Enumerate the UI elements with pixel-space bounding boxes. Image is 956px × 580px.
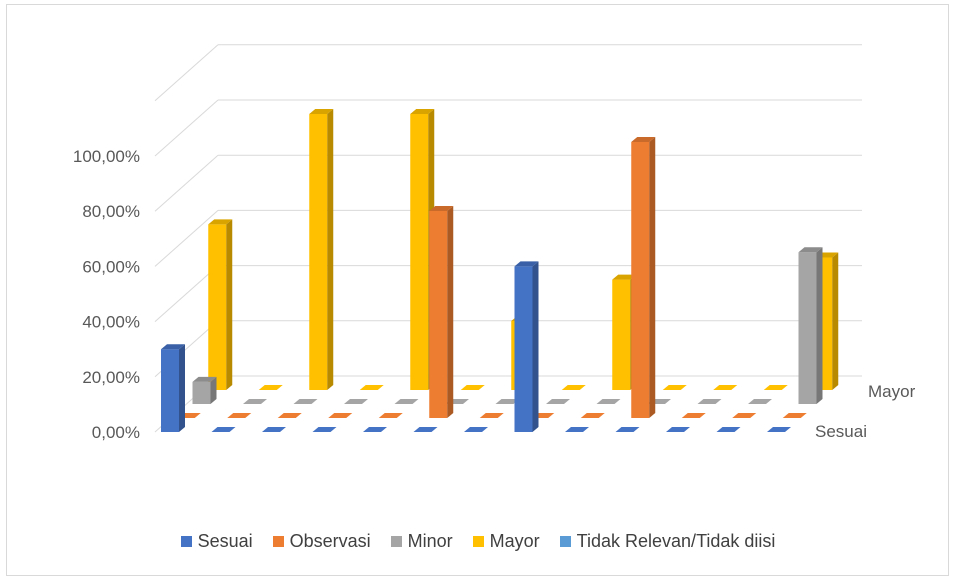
chart-plot: 0,00% 20,00% 40,00% 60,00% 80,00% 100,00% Sesu…	[73, 44, 916, 442]
bar-zero-sesuai	[615, 427, 640, 432]
bar-side	[816, 247, 823, 404]
bar-zero-sesuai	[716, 427, 741, 432]
bar-zero-observasi	[227, 413, 252, 418]
bar-zero-observasi	[681, 413, 706, 418]
bar-zero-sesuai	[211, 427, 236, 432]
bar-zero-minor	[546, 399, 570, 404]
gridline-side	[154, 44, 219, 102]
bar-zero-sesuai	[312, 427, 337, 432]
bar-zero-minor	[344, 399, 368, 404]
bar-top	[631, 137, 656, 142]
bar-zero-sesuai	[413, 427, 438, 432]
bar-top	[798, 247, 823, 253]
bar-top	[161, 344, 185, 350]
y-tick-label: 40,00%	[82, 313, 140, 332]
bar-side	[210, 376, 217, 404]
bar-top	[514, 261, 539, 267]
bar-side	[226, 219, 233, 390]
bar-mayor	[309, 114, 328, 390]
bar-mayor	[410, 114, 429, 390]
bar-zero-minor	[596, 399, 621, 404]
bar-side	[447, 206, 454, 418]
bar-zero-minor	[293, 399, 318, 404]
depth-label-mayor: Mayor	[868, 382, 916, 401]
legend-item: Observasi	[272, 531, 371, 552]
bar-zero-observasi	[277, 413, 302, 418]
y-tick-label: 80,00%	[82, 202, 140, 221]
legend-label: Minor	[407, 531, 453, 551]
bar-zero-observasi	[580, 413, 605, 418]
legend-item: Tidak Relevan/Tidak diisi	[559, 531, 776, 552]
bar-zero-sesuai	[363, 427, 387, 432]
bar-sesuai	[161, 349, 179, 432]
bar-mayor	[208, 224, 227, 390]
bar-zero-minor	[495, 399, 520, 404]
bar-side	[832, 252, 839, 390]
bar-zero-sesuai	[464, 427, 488, 432]
legend-label: Tidak Relevan/Tidak diisi	[576, 531, 776, 551]
bar-zero-minor	[748, 399, 772, 404]
bar-top	[410, 109, 435, 114]
y-tick-label: 20,00%	[82, 368, 140, 387]
bar-observasi	[429, 211, 448, 418]
bar-zero-mayor	[359, 385, 384, 390]
legend-item: Mayor	[472, 531, 540, 552]
bar-zero-observasi	[732, 413, 757, 418]
chart-legend: Sesuai Observasi Minor Mayor Tidak Relevan/T…	[0, 531, 956, 552]
y-tick-label: 100,00%	[73, 147, 140, 166]
legend-item: Minor	[390, 531, 453, 552]
legend-label: Sesuai	[197, 531, 253, 551]
bar-top	[429, 206, 454, 211]
bar-zero-mayor	[763, 385, 788, 390]
bar-zero-minor	[243, 399, 267, 404]
bar-zero-mayor	[561, 385, 586, 390]
bar-side	[327, 109, 334, 390]
bar-observasi	[631, 142, 650, 418]
bar-zero-observasi	[328, 413, 353, 418]
gridline-side	[154, 154, 219, 212]
bar-minor	[192, 381, 211, 404]
bar-zero-mayor	[662, 385, 687, 390]
gridline-side	[154, 99, 219, 157]
gridline-side	[154, 210, 219, 267]
bar-mayor	[612, 279, 631, 390]
legend-item: Sesuai	[180, 531, 253, 552]
bar-zero-minor	[697, 399, 722, 404]
bar-top	[192, 376, 217, 382]
bar-side	[532, 261, 539, 432]
bar-zero-observasi	[782, 413, 807, 418]
legend-label: Mayor	[489, 531, 540, 551]
y-tick-label: 0,00%	[92, 423, 140, 442]
chart-area	[6, 4, 949, 576]
bar-zero-minor	[394, 399, 419, 404]
y-tick-label: 60,00%	[82, 257, 140, 276]
bar-zero-sesuai	[565, 427, 589, 432]
gridline-side	[154, 265, 219, 322]
bar-zero-mayor	[258, 385, 283, 390]
bar-zero-sesuai	[666, 427, 690, 432]
legend-label: Observasi	[289, 531, 371, 551]
bar-side	[179, 344, 185, 432]
bar-sesuai	[514, 266, 533, 432]
legend-swatch	[390, 536, 402, 547]
legend-swatch	[472, 536, 484, 547]
bar-minor	[798, 252, 817, 404]
legend-swatch	[272, 536, 284, 547]
bar-side	[649, 137, 656, 418]
bar-zero-observasi	[378, 413, 403, 418]
bar-zero-sesuai	[262, 427, 286, 432]
legend-swatch	[559, 536, 571, 547]
bar-zero-mayor	[460, 385, 485, 390]
bar-zero-sesuai	[767, 427, 791, 432]
bar-top	[309, 109, 334, 114]
bar-zero-mayor	[713, 385, 738, 390]
bar-top	[612, 274, 637, 280]
depth-label-sesuai: Sesuai	[815, 422, 867, 441]
bar-top	[208, 219, 233, 225]
legend-swatch	[180, 536, 192, 547]
bar-zero-observasi	[479, 413, 504, 418]
